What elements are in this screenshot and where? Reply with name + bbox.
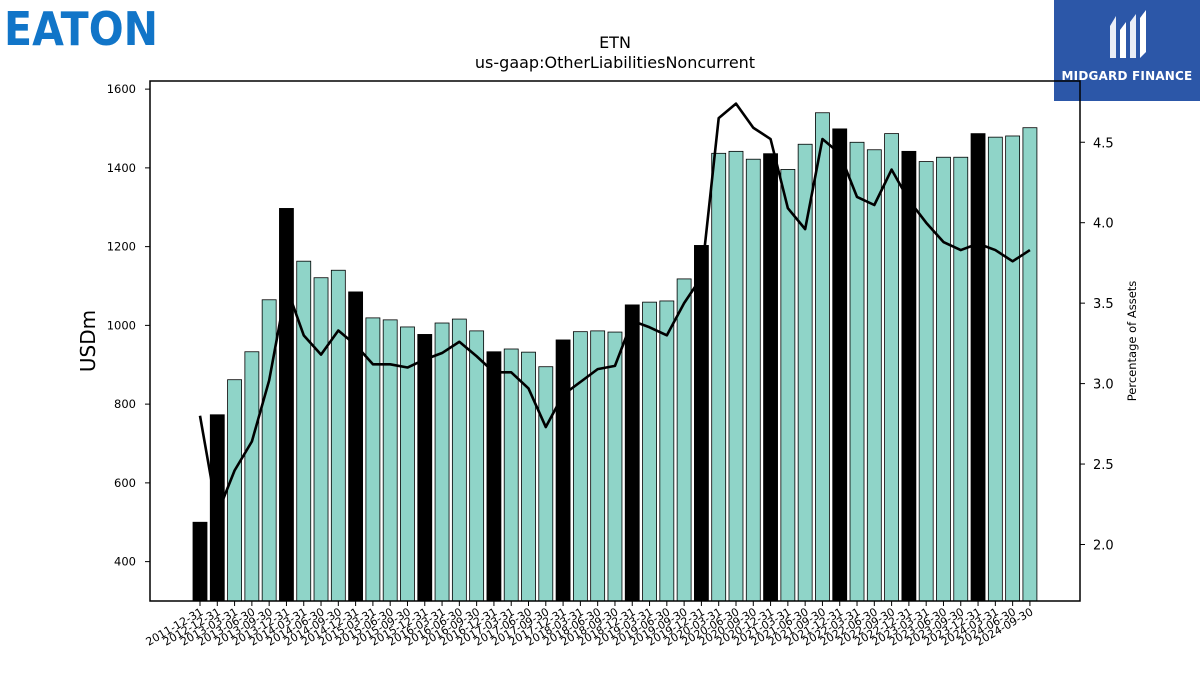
midgard-emblem-icon [1110, 10, 1146, 58]
y-tick-label-right: 4.5 [1093, 136, 1114, 151]
bar [901, 150, 917, 602]
bar [348, 291, 364, 602]
bar [642, 301, 657, 602]
bar [296, 260, 312, 602]
y-axis-label-right: Percentage of Assets [1125, 281, 1139, 402]
y-tick-label-right: 3.5 [1093, 297, 1114, 312]
bar [1005, 135, 1021, 602]
bar [538, 366, 554, 602]
bar [745, 158, 761, 602]
y-axis-left: 400 600 800 1000 1200 1400 1600 [107, 82, 150, 569]
line-layer [198, 102, 1031, 516]
y-tick-label-left: 600 [114, 476, 136, 490]
bar [832, 128, 848, 602]
bar [780, 169, 796, 602]
y-tick-label-right: 4.0 [1093, 217, 1114, 232]
y-tick-label-left: 400 [114, 555, 136, 569]
y-tick-label-left: 1200 [107, 240, 136, 254]
y-tick-label-right: 2.0 [1093, 539, 1114, 554]
bar [434, 322, 450, 602]
y-tick-label-left: 1400 [107, 161, 136, 175]
bar [676, 278, 692, 602]
bar [728, 150, 744, 602]
y-axis-right: 2.0 2.5 3.0 3.5 4.0 4.5 [1080, 136, 1114, 554]
bar [884, 133, 899, 602]
chart-title: ETN [599, 33, 631, 52]
y-tick-label-left: 1000 [107, 318, 136, 332]
bar [866, 149, 882, 602]
x-axis: 2011-12-312012-12-312013-03-312013-06-30… [144, 601, 1035, 649]
y-tick-label-right: 3.0 [1093, 378, 1114, 393]
y-axis-label-left: USDm [76, 310, 100, 372]
bar [987, 136, 1003, 602]
bar [382, 319, 398, 602]
bar [624, 304, 640, 602]
eaton-logo: EATON [4, 2, 160, 56]
bar [451, 318, 467, 602]
y-tick-label-left: 1600 [107, 82, 136, 96]
bar [417, 334, 433, 602]
y-tick-label-right: 2.5 [1093, 458, 1114, 473]
eaton-logo-text: EATON [4, 4, 158, 48]
bar [607, 331, 623, 602]
bar [970, 133, 986, 602]
bar [694, 245, 709, 602]
bar [815, 112, 830, 602]
bar [469, 330, 485, 602]
bar [330, 269, 346, 602]
bar [313, 277, 329, 602]
bar [953, 156, 969, 602]
midgard-finance-logo: MIDGARD FINANCE [1054, 0, 1200, 101]
bar [192, 521, 208, 602]
bar [486, 351, 502, 602]
bar [763, 153, 778, 602]
bar [244, 351, 260, 602]
bar [659, 300, 675, 602]
percentage-line [198, 102, 1031, 516]
chart-subtitle: us-gaap:OtherLiabilitiesNoncurrent [475, 53, 755, 72]
bar [711, 152, 727, 602]
bar [503, 348, 519, 602]
bar [1022, 127, 1038, 602]
y-tick-label-left: 800 [114, 397, 136, 411]
bar [572, 331, 588, 602]
bar [261, 299, 277, 602]
bar [555, 339, 571, 602]
bars-layer [192, 112, 1038, 602]
bar [797, 143, 813, 602]
bar [279, 208, 294, 602]
midgard-finance-text: MIDGARD FINANCE [1061, 69, 1193, 83]
bar [227, 379, 242, 602]
bar [936, 156, 951, 602]
bar [849, 141, 865, 602]
